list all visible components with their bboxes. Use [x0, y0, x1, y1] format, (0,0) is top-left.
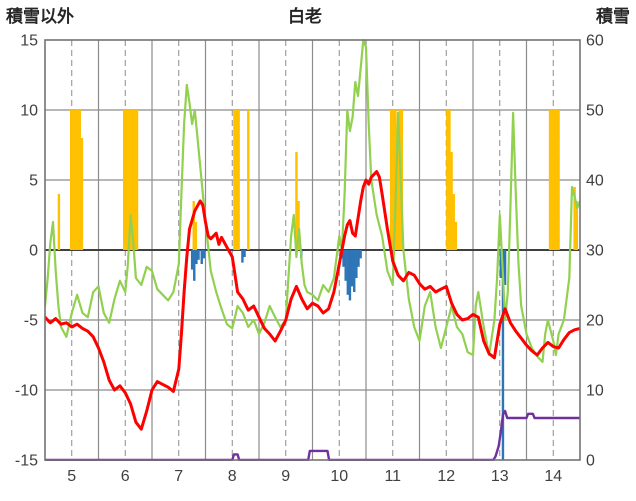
x-axis-tick-label: 5 — [67, 468, 76, 485]
chart-title: 白老 — [288, 6, 322, 26]
orange-bars-bar — [553, 110, 556, 250]
orange-bars-bar — [194, 222, 198, 250]
orange-bars-bar — [80, 138, 84, 250]
orange-bars-bar — [396, 138, 399, 250]
orange-bars-bar — [548, 110, 552, 250]
orange-bars-bar — [448, 110, 451, 250]
blue-bars-bar — [355, 250, 358, 278]
orange-bars-bar — [247, 110, 250, 250]
orange-bars-bar — [392, 110, 395, 250]
blue-bars-bar — [346, 250, 350, 295]
orange-bars-bar — [454, 222, 458, 250]
blue-bars-bar — [241, 250, 244, 263]
right-axis-tick-label: 50 — [586, 103, 604, 120]
orange-bars-bar — [78, 110, 81, 250]
plot-area: -15 -10 -5 0 5 10 15 0 10 20 30 40 50 60 5 6 7 8 9 10 11 12 13… — [15, 33, 604, 486]
series-group — [45, 39, 580, 461]
right-axis-tick-label: 30 — [586, 243, 604, 260]
left-axis-tick-label: 15 — [20, 33, 38, 50]
right-axis-title: 積雪 — [596, 6, 630, 26]
blue-bars-bar — [350, 250, 354, 287]
plot-border — [44, 39, 581, 461]
orange-bars-bar — [72, 110, 75, 250]
blue-bars-bar — [195, 250, 198, 264]
orange-bars-bar — [575, 201, 578, 250]
blue-bars-bar — [190, 250, 194, 270]
orange-bars-bar — [446, 110, 449, 250]
x-axis-tick-label: 9 — [281, 468, 290, 485]
orange-bars-bar — [235, 110, 238, 250]
blue-bars-bar — [243, 250, 246, 257]
green-line — [45, 39, 580, 364]
orange-bars-bar — [557, 110, 560, 250]
orange-bars-bar — [573, 187, 576, 250]
left-axis-tick-label: -15 — [15, 453, 38, 470]
right-axis-tick-label: 20 — [586, 313, 604, 330]
blue-bars-bar — [197, 250, 200, 260]
left-axis-title: 積雪以外 — [6, 6, 74, 26]
orange-bars-bar — [127, 110, 130, 250]
orange-bars-bar — [76, 110, 79, 250]
right-axis-tick-label: 60 — [586, 33, 604, 50]
right-axis-tick-label: 40 — [586, 173, 604, 190]
blue-bars-bar — [193, 250, 196, 281]
blue-bars-bar — [359, 250, 362, 259]
orange-bars-bar — [550, 110, 554, 250]
left-axis-tick-label: 10 — [20, 103, 38, 120]
blue-bars-bar — [503, 250, 507, 285]
orange-bars-bar — [122, 110, 126, 250]
orange-bars-bar — [237, 110, 240, 250]
blue-bars-bar — [353, 250, 356, 292]
blue-bars-bar — [202, 250, 206, 259]
orange-bars-bar — [555, 110, 558, 250]
red-line — [45, 170, 580, 431]
x-axis-tick-label: 8 — [228, 468, 237, 485]
x-axis-tick-label: 6 — [121, 468, 130, 485]
right-axis-tick-label: 10 — [586, 383, 604, 400]
x-axis-tick-label: 7 — [174, 468, 183, 485]
blue-bars-bar — [357, 250, 360, 267]
blue-bars-bar — [501, 250, 505, 460]
orange-bars-bar — [57, 194, 61, 250]
blue-bars-bar — [499, 250, 503, 278]
orange-bars-bar — [450, 152, 453, 250]
orange-bars-bar — [233, 110, 236, 250]
x-axis-tick-label: 13 — [491, 468, 509, 485]
orange-bars-bar — [125, 110, 128, 250]
blue-bars-bar — [342, 250, 345, 267]
left-axis-tick-label: -10 — [15, 383, 38, 400]
x-axis-tick-label: 10 — [330, 468, 348, 485]
orange-bars-bar — [135, 110, 139, 250]
orange-bars-bar — [452, 194, 455, 250]
left-axis-tick-label: 5 — [29, 173, 38, 190]
purple-line — [45, 409, 580, 461]
blue-bars-bar — [344, 250, 347, 281]
orange-bars — [57, 110, 578, 250]
orange-bars-bar — [70, 110, 73, 250]
orange-bars-bar — [129, 110, 132, 250]
orange-bars-bar — [131, 110, 134, 250]
blue-bars-bar — [200, 250, 203, 264]
left-axis-tick-label: -5 — [24, 313, 38, 330]
left-axis-tick-label: 0 — [29, 243, 38, 260]
orange-bars-bar — [192, 201, 195, 250]
orange-bars-bar — [133, 110, 137, 250]
x-axis-tick-label: 11 — [384, 468, 401, 485]
x-axis-tick-label: 14 — [544, 468, 562, 485]
blue-bars-bar — [348, 250, 352, 301]
orange-bars-bar — [389, 110, 393, 250]
right-axis-tick-label: 0 — [586, 453, 595, 470]
x-axis-tick-label: 12 — [437, 468, 455, 485]
orange-bars-bar — [295, 152, 298, 250]
orange-bars-bar — [297, 201, 300, 250]
orange-bars-bar — [74, 110, 77, 250]
